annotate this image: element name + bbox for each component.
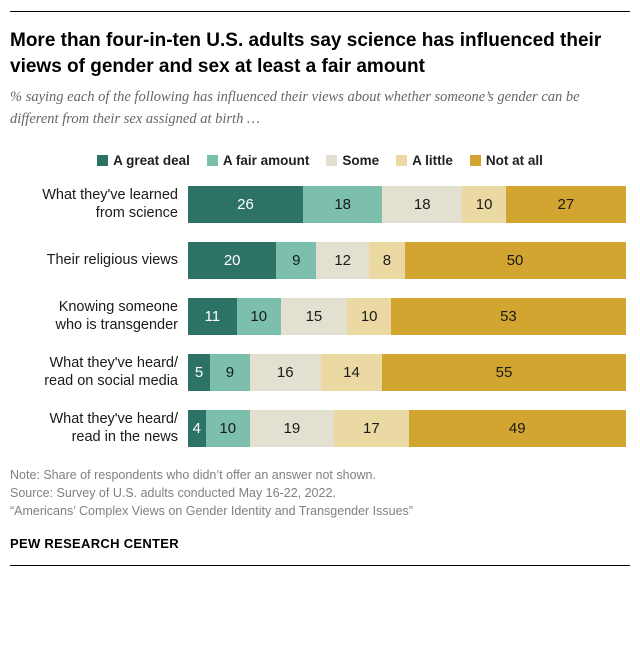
bar-row: What they've heard/read on social media 5… [10, 353, 630, 391]
bar-segment: 26 [188, 185, 303, 223]
legend-swatch-icon [469, 154, 481, 166]
bar-segment: 9 [276, 241, 317, 279]
category-label: What they've learned from science [42, 187, 178, 222]
bar-segment: 12 [316, 241, 370, 279]
legend-swatch-icon [97, 154, 109, 166]
chart-title: More than four-in-ten U.S. adults say sc… [10, 30, 602, 77]
chart-subtitle: % saying each of the following has influ… [10, 89, 580, 128]
bar-segment: 4 [188, 409, 206, 447]
bar-segment: 19 [249, 409, 334, 447]
bottom-rule [10, 565, 630, 567]
stacked-bar-chart: What they've learned from science 26 18 18 10… [10, 185, 630, 447]
bar-row: Their religious views 20 9 12 8 50 [10, 241, 630, 279]
bar-segment: 18 [302, 185, 383, 223]
bar-segment: 10 [236, 297, 281, 335]
legend-item: A little [396, 153, 453, 168]
stacked-bar: 11 10 15 10 53 [188, 297, 630, 335]
chart-notes: Note: Share of respondents who didn’t of… [10, 466, 630, 520]
category-label: Knowing someone who is transgender [55, 299, 178, 334]
source-line: Source: Survey of U.S. adults conducted … [10, 485, 336, 500]
legend-swatch-icon [396, 154, 408, 166]
stacked-bar: 20 9 12 8 50 [188, 241, 630, 279]
bar-segment: 27 [506, 185, 626, 223]
legend-item: Not at all [469, 152, 543, 168]
legend-item: A fair amount [206, 152, 310, 168]
bar-segment: 9 [210, 353, 250, 391]
brand-footer: PEW RESEARCH CENTER [10, 536, 179, 552]
chart-card: More than four-in-ten U.S. adults say sc… [0, 11, 640, 567]
stacked-bar: 26 18 18 10 27 [188, 185, 630, 223]
bar-row: What they've learned from science 26 18 18 10… [10, 185, 630, 223]
legend-label: A fair amount [222, 152, 310, 168]
legend-swatch-icon [206, 154, 218, 166]
category-label: What they've heard/read on social media [44, 355, 178, 390]
legend: A great deal A fair amount Some A little Not… [10, 153, 630, 168]
bar-segment: 14 [320, 353, 383, 391]
bar-segment: 18 [382, 185, 462, 223]
bar-row: What they've heard/read in the news 4 10 19… [10, 409, 630, 447]
legend-label: A little [412, 152, 453, 168]
bar-segment: 10 [205, 409, 250, 447]
legend-item: A great deal [97, 153, 190, 168]
legend-label: Not at all [485, 152, 543, 168]
bar-segment: 8 [369, 241, 405, 279]
bar-segment: 10 [462, 185, 507, 223]
report-title-line: “Americans’ Complex Views on Gender Iden… [10, 504, 413, 519]
note-line: Note: Share of respondents who didn’t of… [10, 467, 376, 482]
bar-segment: 16 [249, 353, 321, 391]
category-label: What they've heard/read in the news [49, 411, 178, 446]
bar-segment: 5 [188, 353, 211, 391]
bar-segment: 15 [280, 297, 348, 335]
legend-swatch-icon [326, 154, 338, 166]
bar-segment: 49 [408, 409, 626, 447]
bar-segment: 17 [333, 409, 409, 447]
legend-label: A great deal [113, 152, 190, 168]
legend-item: Some [326, 153, 379, 168]
bar-segment: 53 [391, 297, 626, 335]
top-rule [10, 11, 630, 12]
bar-row: Knowing someone who is transgender 11 10 15 1… [10, 297, 630, 335]
category-label: Their religious views [46, 252, 178, 269]
bar-segment: 55 [382, 353, 626, 391]
stacked-bar: 4 10 19 17 49 [188, 409, 630, 447]
legend-label: Some [342, 152, 380, 168]
bar-segment: 10 [347, 297, 392, 335]
bar-segment: 11 [188, 297, 237, 335]
bar-segment: 20 [188, 241, 277, 279]
bar-segment: 50 [404, 241, 626, 279]
stacked-bar: 5 9 16 14 55 [188, 353, 630, 391]
